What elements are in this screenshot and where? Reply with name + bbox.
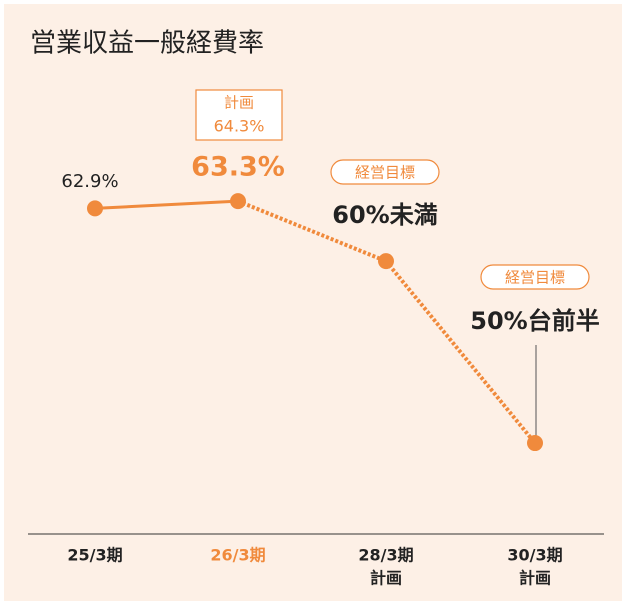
point xyxy=(230,193,246,210)
target-tag-box xyxy=(480,264,590,290)
value-label: 62.9% xyxy=(61,171,118,192)
x-tick-label: 25/3期 xyxy=(67,546,122,565)
x-tick-label: 28/3期 xyxy=(358,546,413,565)
point xyxy=(87,200,103,217)
point xyxy=(378,253,394,270)
background xyxy=(4,4,622,601)
x-tick-label: 計画 xyxy=(370,569,402,588)
value-label: 63.3% xyxy=(191,152,285,183)
value-label: 50%台前半 xyxy=(470,307,599,335)
target-tag-box xyxy=(330,159,440,185)
point xyxy=(527,435,543,452)
plan-note-value: 64.3% xyxy=(214,117,265,136)
line-segment xyxy=(384,259,537,445)
x-tick-label: 計画 xyxy=(519,569,551,588)
line-segment xyxy=(94,199,239,210)
chart-title: 営業収益一般経費率 xyxy=(30,29,264,59)
x-tick-label: 30/3期 xyxy=(507,546,562,565)
line-segment xyxy=(237,199,387,263)
target-tag: 経営目標 xyxy=(505,269,565,287)
value-label: 60%未満 xyxy=(332,201,437,229)
plan-note-box xyxy=(195,89,283,141)
target-tag: 経営目標 xyxy=(355,164,415,182)
plan-note-title: 計画 xyxy=(224,94,254,112)
x-tick-label: 26/3期 xyxy=(210,546,265,565)
